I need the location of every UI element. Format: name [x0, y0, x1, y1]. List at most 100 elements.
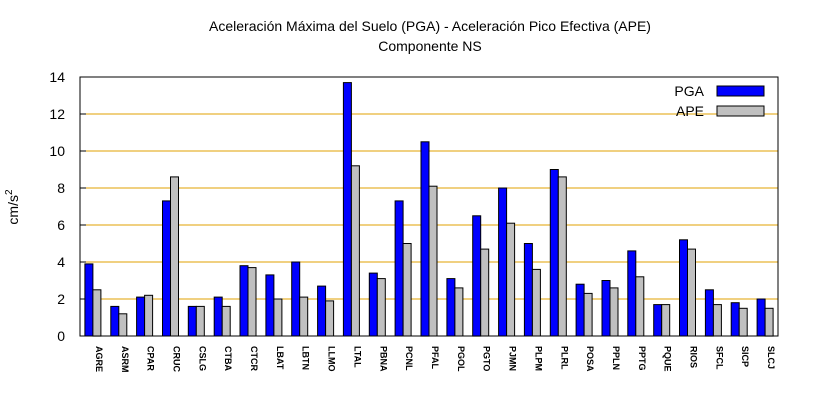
x-tick-labels: AGRE ASRM CPAR CRUC CSLG CTBA CTCR LBAT LBTN LLMO…	[94, 346, 776, 373]
x-tick-label: CTBA	[223, 346, 233, 371]
bar-pga-cslg	[187, 305, 197, 337]
x-tick-label: AGRE	[94, 346, 104, 372]
y-axis-label: cm/s2	[4, 189, 21, 225]
svg-text:cm/s2: cm/s2	[4, 189, 21, 225]
bar-ape-ctba	[221, 305, 231, 337]
bar-pga-llmo	[317, 285, 327, 337]
bar-ape-ppln	[609, 287, 619, 337]
x-tick-label: PLRL	[559, 346, 569, 370]
bar-pga-ctba	[213, 296, 223, 337]
bar-ape-lbat	[273, 298, 283, 337]
bar-pga-lbat	[265, 274, 275, 337]
bar-pga-cruc	[162, 200, 171, 337]
bar-ape-posa	[583, 292, 593, 337]
y-tick-label: 12	[49, 106, 65, 122]
x-tick-label: CSLG	[197, 346, 207, 371]
bar-pga-pque	[653, 304, 663, 337]
bar-ape-llmo	[325, 300, 335, 337]
plot-frame	[79, 76, 779, 337]
bar-pga-sfcl	[704, 289, 714, 337]
x-tick-label: PCNL	[404, 346, 414, 371]
bar-ape-ctcr	[247, 267, 257, 337]
y-tick-label: 2	[57, 291, 65, 307]
bar-pga-sicp	[730, 302, 740, 337]
bar-pga-ctcr	[239, 265, 249, 337]
bar-ape-cslg	[195, 305, 205, 337]
x-tick-label: PLPM	[533, 346, 543, 371]
y-tick-label: 10	[49, 143, 65, 159]
bar-ape-pque	[661, 304, 671, 337]
bars-group	[84, 82, 774, 337]
bar-pga-ltal	[342, 82, 352, 337]
y-tick-label: 8	[57, 180, 65, 196]
x-tick-label: LTAL	[352, 346, 362, 368]
x-tick-label: CTCR	[249, 346, 259, 371]
bar-ape-pjmn	[506, 222, 516, 337]
x-tick-label: LBTN	[301, 346, 311, 370]
x-tick-label: PFAL	[430, 346, 440, 370]
bar-pga-pgto	[472, 215, 482, 337]
bar-pga-plrl	[549, 169, 559, 337]
legend-label-ape: APE	[676, 103, 704, 119]
bar-pga-cpar	[136, 296, 146, 337]
bar-ape-plpm	[531, 268, 541, 337]
bar-ape-lbtn	[299, 296, 309, 337]
bar-pga-agre	[84, 263, 94, 337]
x-tick-label: CPAR	[146, 346, 156, 371]
x-tick-label: LLMO	[327, 346, 337, 372]
bar-pga-pptg	[627, 250, 637, 337]
bar-ape-agre	[92, 289, 102, 337]
bar-ape-plrl	[557, 176, 567, 337]
x-tick-label: PGTO	[482, 346, 492, 371]
y-tick-label: 14	[49, 69, 65, 85]
bar-pga-pjmn	[498, 187, 508, 337]
x-tick-label: PPLN	[611, 346, 621, 370]
bar-ape-sfcl	[712, 304, 722, 337]
bar-ape-cpar	[144, 294, 154, 337]
y-axis-label-text: cm/s	[5, 195, 21, 225]
bar-pga-rios	[679, 239, 688, 337]
x-tick-label: PPTG	[637, 346, 647, 371]
x-tick-label: PGOL	[456, 346, 466, 372]
bar-ape-pbna	[376, 278, 386, 337]
bar-ape-ltal	[350, 165, 360, 337]
bar-ape-slcj	[764, 307, 774, 337]
x-tick-label: PQUE	[663, 346, 673, 372]
legend-swatch-pga	[716, 85, 765, 97]
y-tick-labels: 0 2 4 6 8 10 12 14	[49, 69, 65, 344]
bar-pga-pbna	[368, 272, 378, 337]
bar-ape-cruc	[170, 176, 179, 337]
y-tick-label: 0	[57, 328, 65, 344]
x-tick-label: PJMN	[508, 346, 518, 371]
bar-ape-pptg	[635, 276, 645, 337]
x-tick-label: SICP	[740, 346, 750, 367]
legend-swatch-ape	[716, 105, 765, 117]
bar-ape-rios	[687, 248, 696, 337]
bar-ape-pgol	[454, 287, 464, 337]
x-tick-label: POSA	[585, 346, 595, 372]
bar-pga-posa	[575, 283, 585, 337]
x-tick-label: ASRM	[120, 346, 130, 373]
bar-ape-pgto	[480, 248, 490, 337]
bar-ape-asrm	[118, 313, 128, 337]
legend-label-pga: PGA	[674, 83, 704, 99]
bar-pga-pcnl	[394, 200, 404, 337]
bar-pga-ppln	[601, 280, 611, 337]
bar-ape-sicp	[738, 307, 748, 337]
bar-pga-plpm	[523, 243, 533, 337]
y-tick-label: 4	[57, 254, 65, 270]
x-tick-label: SFCL	[714, 346, 724, 370]
bar-pga-slcj	[756, 298, 766, 337]
bar-ape-pfal	[428, 185, 438, 337]
bar-pga-asrm	[110, 305, 120, 337]
legend: PGA APE	[674, 83, 765, 119]
x-tick-label: LBAT	[275, 346, 285, 370]
bar-pga-lbtn	[291, 261, 301, 337]
x-tick-label: CRUC	[172, 346, 182, 372]
x-tick-label: SLCJ	[766, 346, 776, 369]
chart-title: Aceleración Máxima del Suelo (PGA) - Ace…	[209, 18, 651, 34]
bar-ape-pcnl	[402, 243, 412, 337]
bar-pga-pfal	[420, 141, 430, 337]
bar-pga-pgol	[446, 278, 456, 337]
